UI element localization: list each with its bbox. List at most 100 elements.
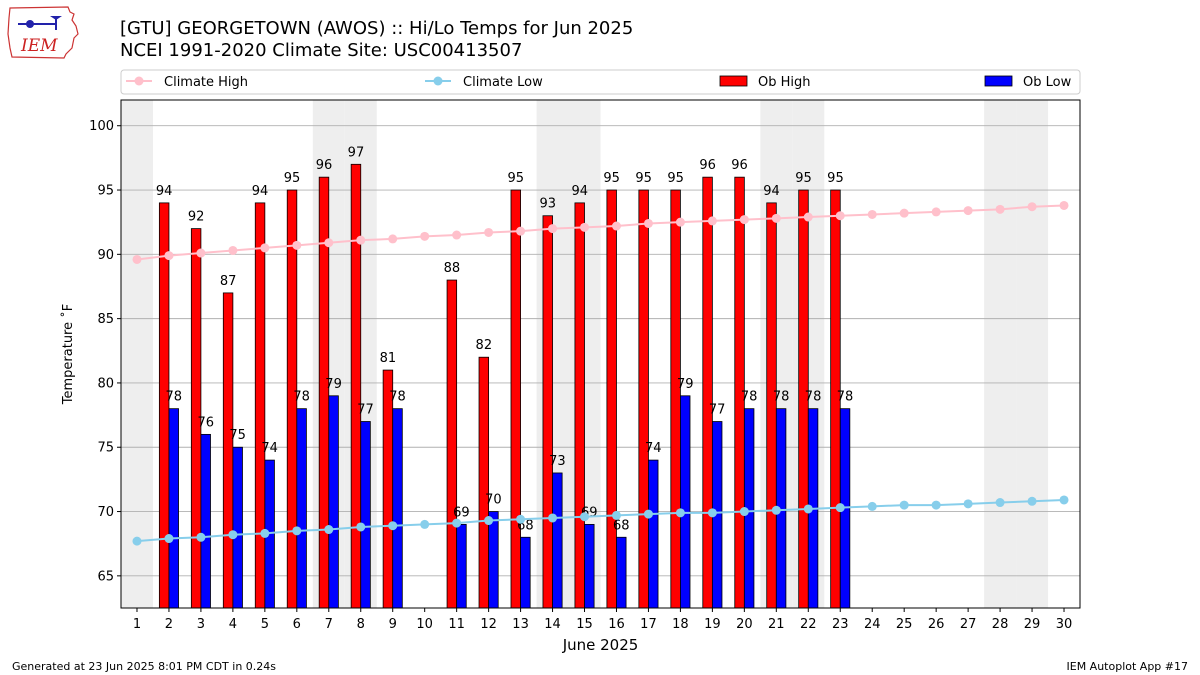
ob-high-label-9: 81 [380, 351, 397, 366]
ob-low-label-8: 77 [357, 403, 374, 418]
ob-low-label-17: 74 [645, 441, 662, 456]
climate-low-point-23 [835, 503, 845, 513]
ob-high-bar-5 [254, 202, 266, 609]
y-tick-label-65: 65 [97, 569, 114, 584]
climate-high-point-24 [867, 209, 877, 219]
ob-high-label-7: 96 [316, 158, 333, 173]
x-tick-label-13: 13 [512, 617, 529, 632]
ob-low-label-20: 78 [741, 390, 758, 405]
ob-high-label-8: 97 [348, 145, 365, 160]
legend-climate-low-marker [433, 76, 443, 86]
ob-high-label-13: 95 [508, 171, 525, 186]
ob-low-label-7: 79 [325, 377, 342, 392]
ob-low-label-5: 74 [261, 441, 278, 456]
x-tick-label-27: 27 [960, 617, 977, 632]
climate-low-point-19 [707, 508, 717, 518]
climate-low-point-30 [1059, 495, 1069, 505]
ob-high-bar-15 [574, 202, 585, 609]
climate-high-point-8 [356, 235, 366, 245]
ob-low-label-12: 70 [485, 493, 502, 508]
climate-high-point-29 [1027, 202, 1037, 212]
x-tick-label-28: 28 [992, 617, 1009, 632]
legend-ob-low-label: Ob Low [1023, 75, 1072, 90]
ob-low-label-9: 78 [389, 390, 406, 405]
ob-low-label-4: 75 [229, 428, 246, 443]
climate-high-point-20 [739, 215, 749, 225]
ob-low-bar-18 [680, 395, 691, 609]
ob-high-label-16: 95 [603, 171, 620, 186]
climate-high-point-4 [228, 245, 238, 255]
climate-high-point-21 [771, 213, 781, 223]
ob-high-label-12: 82 [476, 338, 493, 353]
ob-high-label-14: 93 [539, 197, 556, 212]
climate-high-line [136, 204, 1065, 261]
ob-high-label-11: 88 [444, 261, 461, 276]
climate-high-point-3 [196, 248, 206, 258]
legend-climate-high-label: Climate High [164, 75, 248, 90]
ob-high-bar-11 [446, 279, 458, 609]
climate-high-point-15 [580, 222, 590, 232]
climate-high-point-6 [292, 240, 302, 250]
climate-high-point-22 [803, 212, 813, 222]
climate-low-point-7 [324, 525, 334, 535]
ob-high-bar-17 [638, 189, 649, 609]
ob-high-label-2: 94 [156, 184, 173, 199]
climate-low-point-2 [164, 534, 174, 544]
x-tick-label-16: 16 [608, 617, 625, 632]
weekend-band-1 [121, 100, 153, 608]
climate-high-point-26 [931, 207, 941, 217]
ob-high-bar-2 [158, 202, 170, 609]
weekend-band-29 [1016, 100, 1049, 608]
x-tick-label-11: 11 [448, 617, 465, 632]
x-tick-label-23: 23 [832, 617, 849, 632]
climate-low-point-5 [260, 528, 270, 538]
plot-frame [120, 99, 1081, 609]
legend-ob-high-label: Ob High [758, 75, 811, 90]
ob-high-bar-14 [542, 215, 553, 609]
ob-low-bar-14 [552, 472, 563, 609]
climate-high-point-16 [611, 221, 621, 231]
generated-footer: Generated at 23 Jun 2025 8:01 PM CDT in … [12, 660, 277, 673]
climate-low-line [136, 498, 1065, 543]
ob-high-bar-12 [478, 356, 490, 609]
y-tick-label-75: 75 [97, 441, 114, 456]
ob-high-label-23: 95 [827, 171, 844, 186]
x-tick-label-4: 4 [229, 617, 237, 632]
weekend-band-28 [984, 100, 1017, 608]
climate-high-point-28 [995, 204, 1005, 214]
climate-high-point-25 [899, 208, 909, 218]
ob-low-label-2: 78 [165, 390, 182, 405]
climate-high-point-7 [324, 238, 334, 248]
x-tick-label-20: 20 [736, 617, 753, 632]
climate-low-point-14 [548, 513, 558, 523]
y-tick-label-90: 90 [97, 248, 114, 263]
x-tick-label-15: 15 [576, 617, 593, 632]
legend-ob-low-swatch [984, 75, 1013, 87]
x-tick-label-7: 7 [325, 617, 333, 632]
ob-low-bar-4 [232, 446, 243, 609]
ob-low-bar-17 [648, 459, 659, 609]
ob-low-bar-16 [616, 536, 627, 609]
x-tick-label-12: 12 [480, 617, 497, 632]
climate-low-point-28 [995, 498, 1005, 508]
y-tick-label-95: 95 [97, 184, 114, 199]
climate-high-point-13 [516, 226, 526, 236]
y-tick-label-80: 80 [97, 376, 114, 391]
ob-low-label-6: 78 [293, 390, 310, 405]
ob-high-label-18: 95 [667, 171, 684, 186]
x-tick-label-14: 14 [544, 617, 561, 632]
x-tick-label-6: 6 [293, 617, 301, 632]
ob-high-label-5: 94 [252, 184, 269, 199]
ob-low-bar-6 [296, 408, 307, 609]
climate-low-point-16 [611, 510, 621, 520]
ob-low-bar-12 [488, 511, 499, 609]
y-tick-label-85: 85 [97, 312, 114, 327]
climate-low-point-18 [675, 508, 685, 518]
ob-high-label-19: 96 [699, 158, 716, 173]
climate-low-point-20 [739, 507, 749, 517]
app-footer: IEM Autoplot App #17 [1066, 660, 1189, 673]
ob-low-label-3: 76 [197, 415, 214, 430]
ob-low-bar-3 [200, 433, 211, 609]
x-tick-label-24: 24 [864, 617, 881, 632]
ob-high-bar-16 [606, 189, 617, 609]
